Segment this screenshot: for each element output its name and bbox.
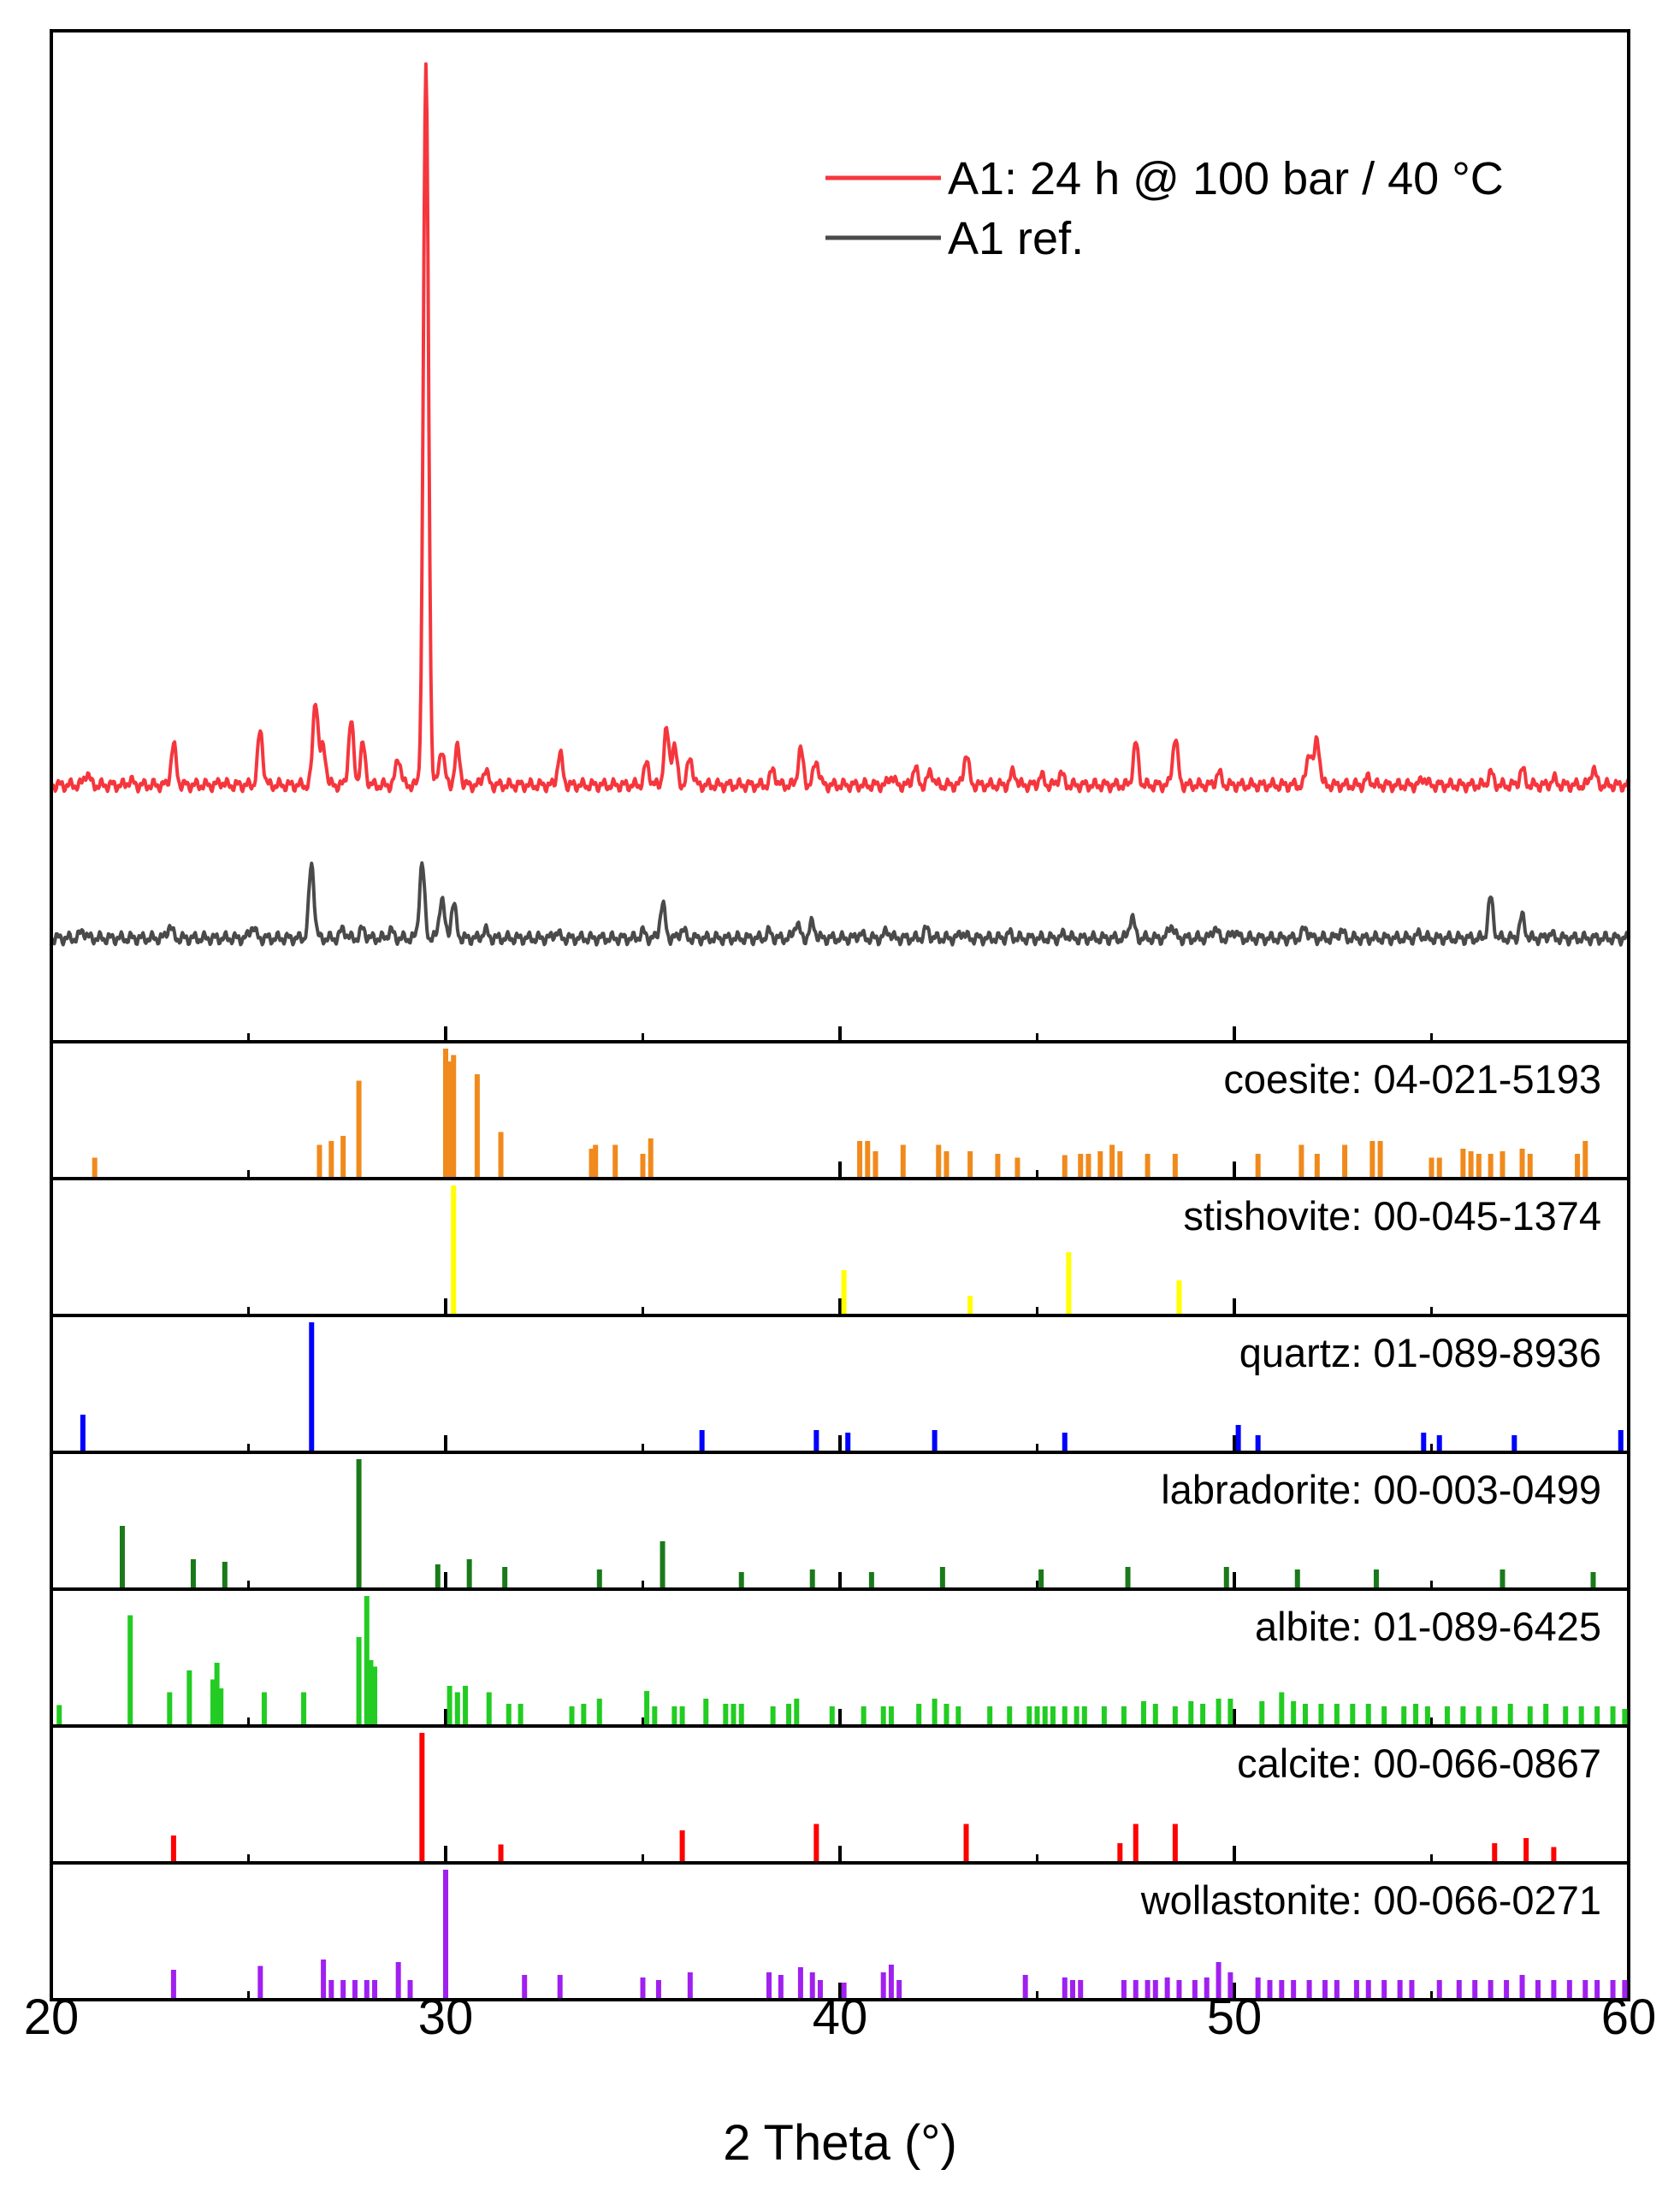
top-panel-frame: [50, 29, 1630, 1042]
series-line-a1-ref: [50, 861, 1630, 947]
ref-label-calcite: calcite: 00-066-0867: [1237, 1741, 1601, 1786]
ref-panel-wollastonite: wollastonite: 00-066-0271: [50, 1861, 1630, 2001]
series-line-a1-24h: [50, 62, 1630, 794]
ref-label-albite: albite: 01-089-6425: [1255, 1604, 1601, 1649]
ref-label-quartz: quartz: 01-089-8936: [1239, 1330, 1601, 1375]
ref-label-stishovite: stishovite: 00-045-1374: [1183, 1193, 1601, 1238]
x-tick-label-40: 40: [813, 1989, 868, 2045]
ref-panel-quartz: quartz: 01-089-8936: [50, 1314, 1630, 1454]
legend-label-a1-ref: A1 ref.: [948, 213, 1084, 264]
x-tick-label-20: 20: [24, 1989, 80, 2045]
x-axis-title: 2 Theta (°): [723, 2115, 957, 2171]
ref-panel-labradorite: labradorite: 00-003-0499: [50, 1451, 1630, 1591]
x-tick-label-60: 60: [1601, 1989, 1657, 2045]
ref-panel-albite: albite: 01-089-6425: [50, 1587, 1630, 1728]
x-tick-label-50: 50: [1207, 1989, 1263, 2045]
reference-patterns: coesite: 04-021-5193 stishovite: 00-045-1…: [50, 1040, 1630, 2001]
x-axis-tick-labels: 20 30 40 50 60: [24, 1989, 1657, 2045]
ref-label-coesite: coesite: 04-021-5193: [1223, 1056, 1601, 1102]
ref-label-wollastonite: wollastonite: 00-066-0271: [1140, 1877, 1601, 1923]
diffraction-pattern-panel: A1: 24 h @ 100 bar / 40 °C A1 ref.: [50, 29, 1630, 1042]
x-tick-label-30: 30: [418, 1989, 474, 2045]
legend-label-a1-24h: A1: 24 h @ 100 bar / 40 °C: [948, 153, 1504, 204]
legend: A1: 24 h @ 100 bar / 40 °C A1 ref.: [825, 153, 1504, 264]
ref-label-labradorite: labradorite: 00-003-0499: [1161, 1467, 1601, 1512]
